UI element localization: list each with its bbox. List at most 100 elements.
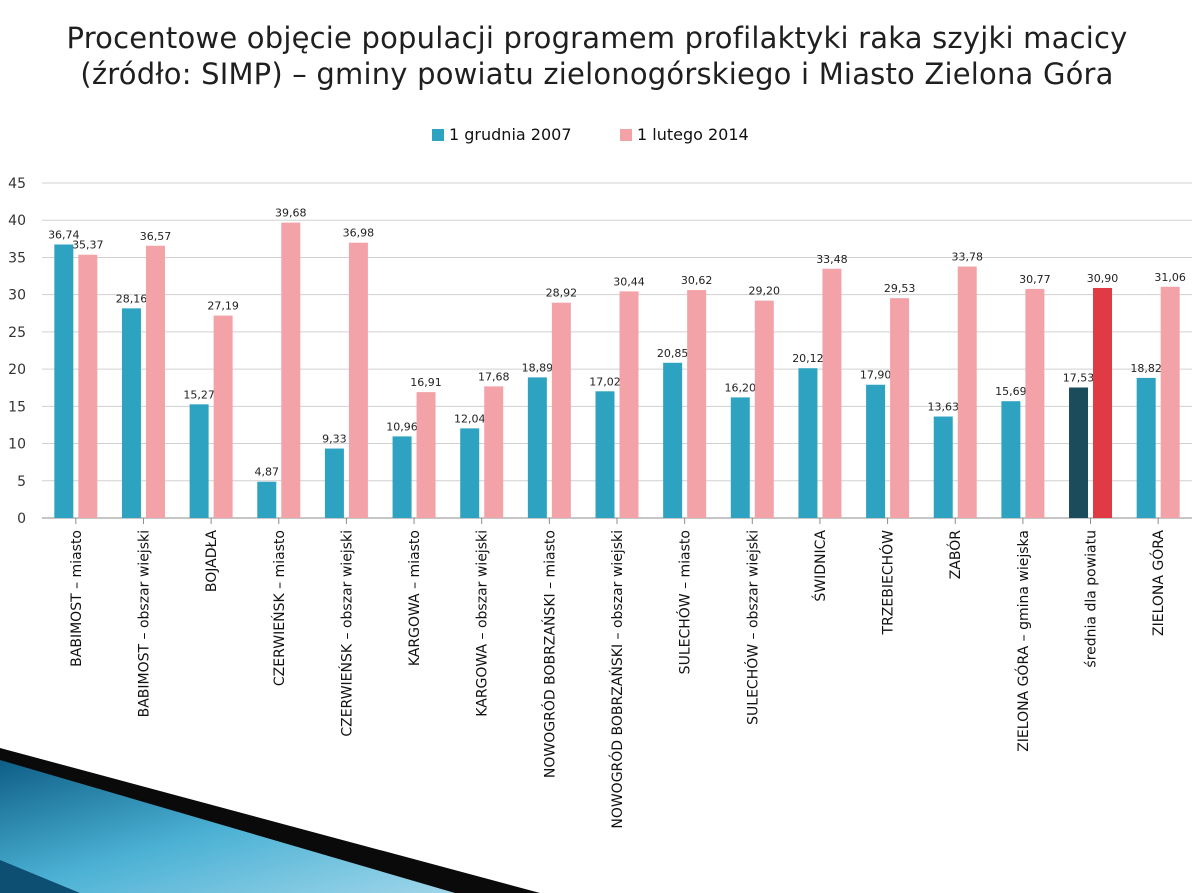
bar-series-2 (281, 222, 301, 519)
bar-series-2 (145, 245, 165, 519)
data-label: 30,77 (1019, 273, 1051, 286)
bar-series-2 (1160, 286, 1180, 518)
bar-series-1 (392, 436, 412, 518)
x-category-label: ZIELONA GÓRA (1149, 530, 1167, 636)
data-label: 17,68 (478, 370, 510, 383)
x-category-label: NOWOGRÓD BOBRZAŃSKI – obszar wiejski (608, 530, 626, 829)
data-label: 15,27 (183, 388, 215, 401)
bar-series-1 (1136, 377, 1156, 518)
bar-series-2 (416, 392, 436, 518)
bar-series-2 (213, 315, 233, 518)
data-label: 9,33 (322, 433, 347, 446)
y-tick-label: 20 (8, 362, 26, 378)
bar-series-2 (1025, 288, 1045, 518)
data-label: 20,12 (792, 352, 824, 365)
data-label: 18,89 (522, 361, 554, 374)
bar-series-2 (348, 242, 368, 518)
data-label: 28,92 (546, 287, 578, 300)
legend-swatch (620, 129, 632, 141)
x-category-label: BOJADŁA (204, 530, 220, 592)
bar-series-1 (1001, 401, 1021, 518)
data-label: 30,44 (613, 275, 645, 288)
slide-title-line-1: Procentowe objęcie populacji programem p… (66, 21, 1128, 55)
x-category-label: średnia dla powiatu (1084, 530, 1100, 668)
bar-series-1 (257, 481, 277, 518)
bar-series-2 (754, 300, 774, 518)
data-label: 16,91 (410, 376, 442, 389)
x-category-label: SULECHÓW – miasto (676, 530, 694, 674)
data-label: 39,68 (275, 207, 307, 220)
bar-series-1 (121, 308, 141, 518)
bar-series-2 (619, 291, 639, 518)
data-label: 36,98 (343, 227, 375, 240)
bar-series-2 (822, 268, 842, 518)
data-label: 10,96 (386, 420, 418, 433)
data-label: 17,02 (589, 375, 621, 388)
x-category-label: NOWOGRÓD BOBRZAŃSKI – miasto (540, 530, 558, 778)
bar-series-1 (324, 448, 344, 518)
bar-series-2 (890, 298, 910, 518)
data-label: 33,78 (951, 251, 983, 264)
legend-label: 1 grudnia 2007 (449, 125, 572, 144)
data-label: 36,74 (48, 228, 80, 241)
data-label: 29,20 (749, 285, 781, 298)
data-label: 30,62 (681, 274, 713, 287)
bar-series-2 (1093, 287, 1113, 518)
bar-series-1 (933, 416, 953, 518)
y-tick-label: 45 (8, 176, 26, 192)
legend-label: 1 lutego 2014 (637, 125, 749, 144)
legend-swatch (432, 129, 444, 141)
bar-series-1 (1069, 387, 1089, 518)
data-label: 12,04 (454, 412, 486, 425)
data-label: 30,90 (1087, 272, 1119, 285)
data-label: 18,82 (1130, 362, 1162, 375)
bar-series-1 (460, 428, 480, 518)
x-category-label: KARGOWA – obszar wiejski (475, 530, 491, 717)
y-tick-label: 25 (8, 325, 26, 341)
y-tick-label: 10 (8, 437, 26, 453)
data-label: 13,63 (927, 401, 959, 414)
bar-series-1 (730, 397, 750, 518)
data-label: 28,16 (116, 292, 148, 305)
bar-series-2 (551, 302, 571, 518)
bar-series-2 (484, 386, 504, 518)
x-category-label: TRZEBIECHÓW (879, 530, 897, 636)
data-label: 31,06 (1154, 271, 1186, 284)
x-category-label: ŚWIDNICA (811, 530, 829, 602)
x-category-label: KARGOWA – miasto (407, 530, 423, 666)
bar-series-2 (78, 254, 98, 518)
data-label: 4,87 (255, 466, 280, 479)
x-category-label: BABIMOST – obszar wiejski (136, 530, 152, 717)
bar-series-2 (687, 290, 707, 518)
bar-series-1 (866, 384, 886, 518)
bar-series-1 (527, 377, 547, 518)
y-tick-label: 30 (8, 288, 26, 304)
y-tick-label: 35 (8, 250, 26, 266)
data-label: 29,53 (884, 282, 916, 295)
data-label: 17,53 (1063, 371, 1095, 384)
x-category-label: SULECHÓW – obszar wiejski (743, 530, 761, 725)
data-label: 36,57 (140, 230, 172, 243)
bar-series-1 (595, 391, 615, 518)
bar-series-1 (798, 368, 818, 518)
data-label: 27,19 (207, 300, 239, 313)
y-tick-label: 0 (17, 511, 26, 527)
data-label: 15,69 (995, 385, 1027, 398)
y-tick-label: 15 (8, 399, 26, 415)
data-label: 16,20 (725, 381, 757, 394)
data-label: 33,48 (816, 253, 848, 266)
bar-series-1 (663, 362, 683, 518)
x-category-label: ZIELONA GÓRA – gmina wiejska (1014, 530, 1032, 752)
bar-series-1 (189, 404, 209, 518)
data-label: 35,37 (72, 239, 104, 252)
slide-title: Procentowe objęcie populacji programem p… (0, 20, 1194, 92)
y-tick-label: 40 (8, 213, 26, 229)
data-label: 17,90 (860, 369, 892, 382)
bar-series-2 (957, 266, 977, 518)
y-tick-label: 5 (17, 474, 26, 490)
data-label: 20,85 (657, 347, 689, 360)
x-category-label: BABIMOST – miasto (69, 530, 85, 667)
x-category-label: CZERWIEŃSK – miasto (270, 530, 288, 686)
